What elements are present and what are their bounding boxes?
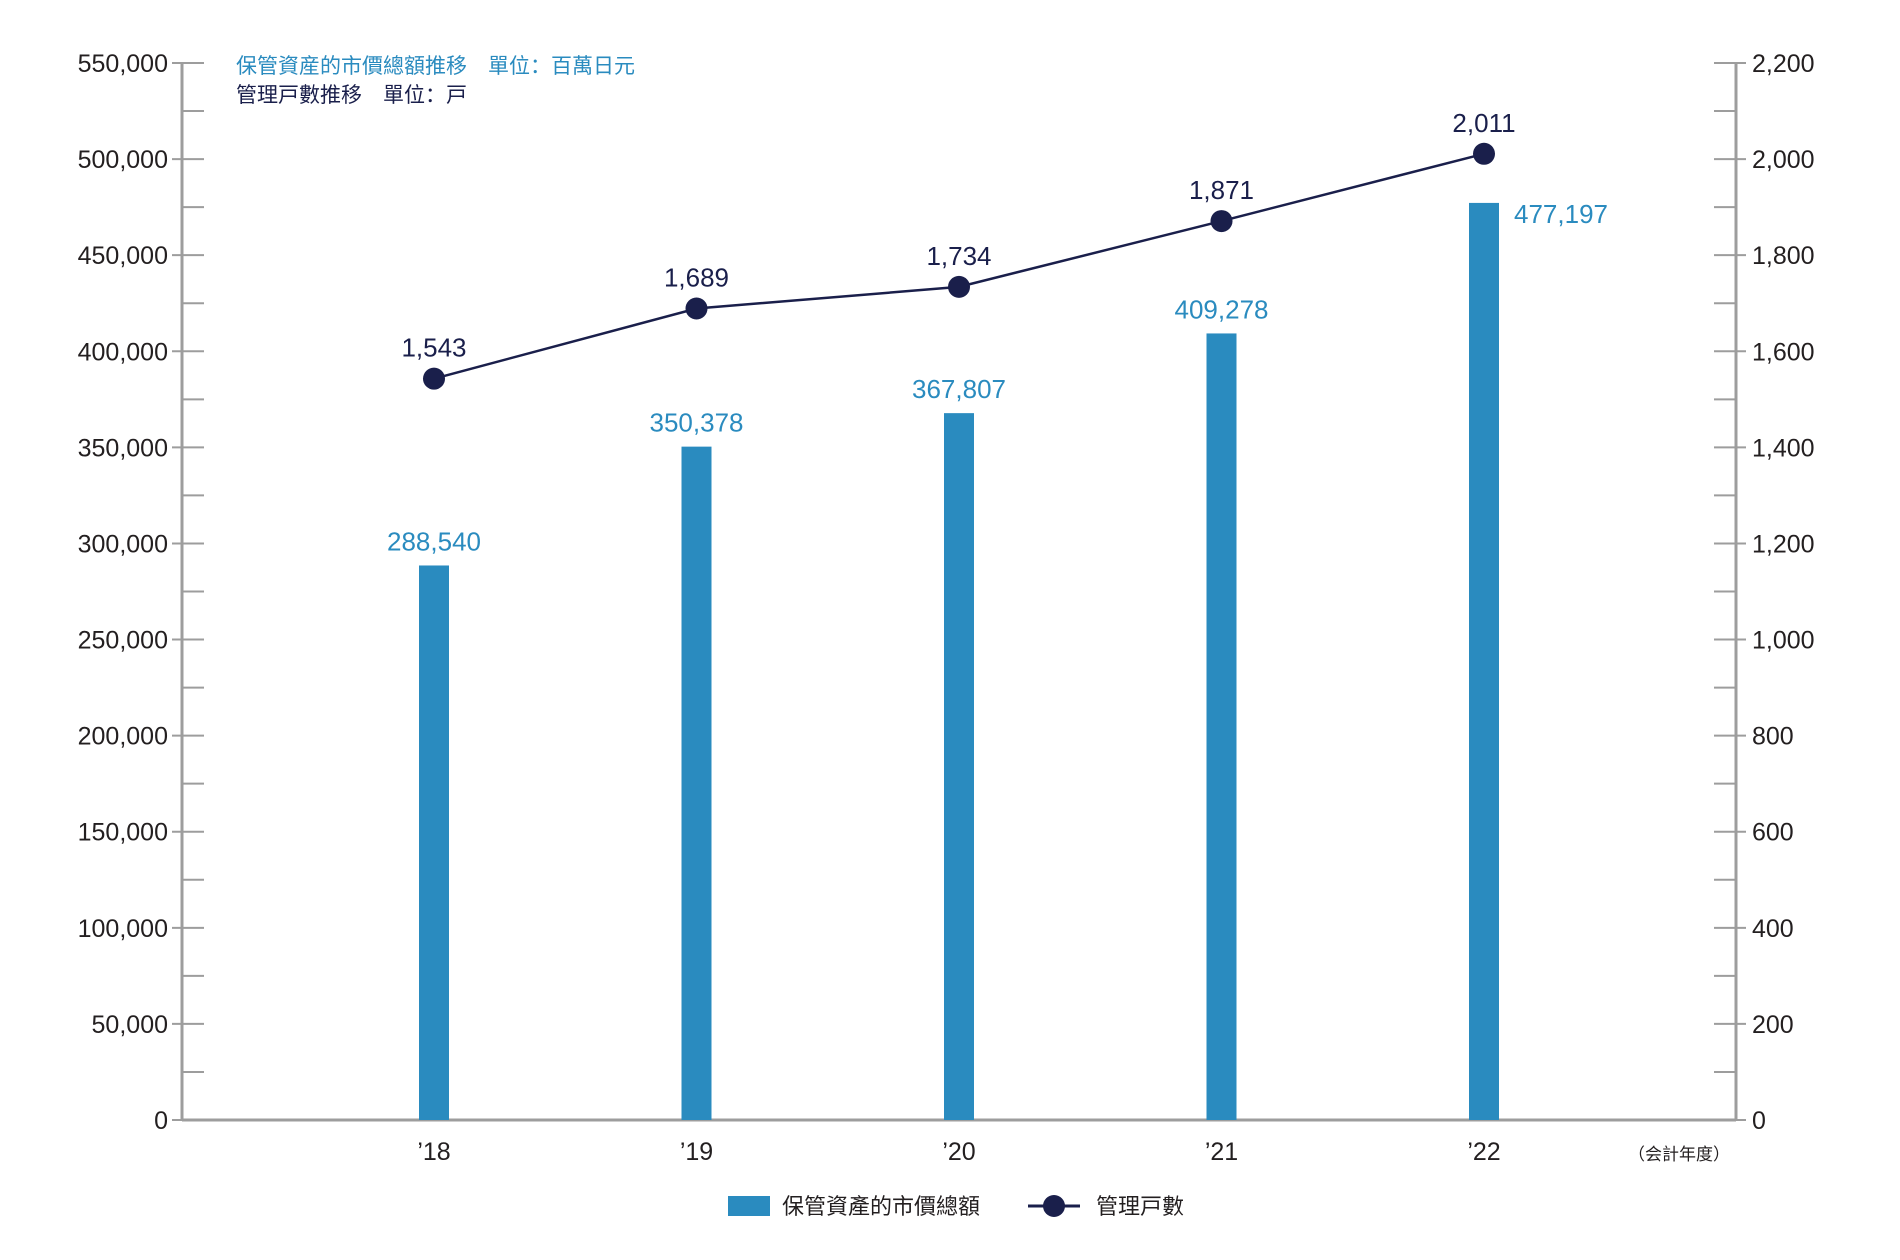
line-point xyxy=(423,367,445,390)
line-series-title: 管理戸數推移 單位：戸 xyxy=(236,83,467,107)
line-point xyxy=(685,297,708,320)
line-point xyxy=(1473,142,1495,165)
bar-value-label: 350,378 xyxy=(650,408,744,438)
bar xyxy=(1469,202,1499,1120)
line-point xyxy=(948,275,970,298)
right-tick-label: 2,200 xyxy=(1752,50,1815,78)
right-tick-label: 1,200 xyxy=(1752,530,1815,558)
x-tick-label: ’19 xyxy=(680,1138,713,1166)
line-value-label: 2,011 xyxy=(1452,108,1515,138)
left-tick-label: 100,000 xyxy=(78,915,168,943)
bar xyxy=(1206,333,1237,1120)
line-value-label: 1,689 xyxy=(664,263,729,293)
right-tick-label: 600 xyxy=(1752,819,1794,847)
bar xyxy=(681,446,712,1120)
bar-series xyxy=(419,202,1499,1120)
bar-value-label: 477,197 xyxy=(1514,199,1608,229)
left-tick-label: 150,000 xyxy=(78,819,168,847)
axes: 0 0 50,000 200 100,000 400 150,000 600 200,000 80… xyxy=(78,50,1815,1166)
right-tick-label: 1,000 xyxy=(1752,627,1815,655)
left-tick-label: 300,000 xyxy=(78,530,168,558)
legend: 保管資產的市價總額 管理戸數 xyxy=(728,1195,1184,1220)
left-tick-label: 50,000 xyxy=(92,1011,168,1039)
bar-value-label: 288,540 xyxy=(387,526,481,556)
bar xyxy=(944,413,974,1120)
right-tick-label: 800 xyxy=(1752,723,1794,751)
fiscal-year-note: （会計年度） xyxy=(1628,1145,1730,1165)
left-tick-label: 0 xyxy=(154,1107,168,1135)
right-tick-label: 400 xyxy=(1752,915,1794,943)
right-tick-label: 0 xyxy=(1752,1107,1766,1135)
bar xyxy=(419,565,449,1120)
left-tick-label: 550,000 xyxy=(78,50,168,78)
x-tick-label: ’20 xyxy=(942,1138,975,1166)
left-tick-label: 200,000 xyxy=(78,723,168,751)
left-tick-label: 400,000 xyxy=(78,338,168,366)
data-labels: 288,540 350,378 367,807 409,278 477,197 1,543… xyxy=(387,108,1608,557)
right-tick-label: 1,800 xyxy=(1752,242,1815,270)
left-tick-label: 500,000 xyxy=(78,146,168,174)
left-tick-label: 350,000 xyxy=(78,434,168,462)
x-tick-label: ’18 xyxy=(417,1138,450,1166)
left-tick-label: 450,000 xyxy=(78,242,168,270)
line-value-label: 1,871 xyxy=(1189,175,1254,205)
legend-line-marker xyxy=(1043,1195,1065,1217)
legend-line-label: 管理戸數 xyxy=(1096,1195,1184,1220)
bar-value-label: 367,807 xyxy=(912,374,1006,404)
bar-series-title: 保管資産的市價總額推移 單位：百萬日元 xyxy=(236,54,635,78)
line-point xyxy=(1210,210,1233,233)
legend-bar-label: 保管資產的市價總額 xyxy=(782,1195,980,1220)
chart-title-block: 保管資産的市價總額推移 單位：百萬日元 管理戸數推移 單位：戸 xyxy=(236,54,635,107)
legend-bar-swatch xyxy=(728,1196,770,1216)
right-tick-label: 200 xyxy=(1752,1011,1794,1039)
line-value-label: 1,734 xyxy=(926,241,991,271)
line-series xyxy=(423,142,1495,390)
line-value-label: 1,543 xyxy=(401,333,466,363)
left-tick-label: 250,000 xyxy=(78,627,168,655)
bar-value-label: 409,278 xyxy=(1175,294,1269,324)
x-tick-label: ’21 xyxy=(1205,1138,1238,1166)
right-tick-label: 2,000 xyxy=(1752,146,1815,174)
x-tick-label: ’22 xyxy=(1467,1138,1500,1166)
right-tick-label: 1,600 xyxy=(1752,338,1815,366)
right-tick-label: 1,400 xyxy=(1752,434,1815,462)
